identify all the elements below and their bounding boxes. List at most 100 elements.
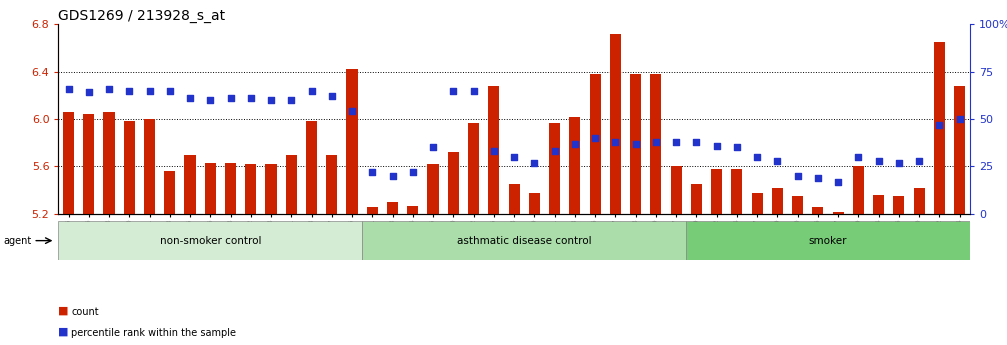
Point bbox=[527, 160, 543, 165]
Bar bbox=[630, 74, 641, 214]
Bar bbox=[691, 184, 702, 214]
Point bbox=[506, 154, 522, 160]
Point bbox=[830, 179, 846, 184]
Point bbox=[385, 173, 401, 179]
Point bbox=[303, 88, 319, 93]
Bar bbox=[671, 167, 682, 214]
Bar bbox=[84, 114, 95, 214]
Bar bbox=[124, 121, 135, 214]
Point bbox=[243, 95, 259, 101]
Bar bbox=[407, 206, 418, 214]
Bar bbox=[893, 196, 904, 214]
Point bbox=[689, 139, 705, 145]
Bar bbox=[144, 119, 155, 214]
Point bbox=[870, 158, 886, 164]
Point bbox=[749, 154, 765, 160]
Text: agent: agent bbox=[3, 236, 31, 246]
Point bbox=[850, 154, 866, 160]
Point bbox=[121, 88, 137, 93]
Point bbox=[587, 135, 603, 141]
Point bbox=[465, 88, 481, 93]
Point bbox=[911, 158, 927, 164]
Bar bbox=[771, 188, 782, 214]
Bar bbox=[468, 122, 479, 214]
Bar bbox=[731, 169, 742, 214]
Bar bbox=[266, 164, 277, 214]
Bar bbox=[184, 155, 195, 214]
Point bbox=[425, 145, 441, 150]
Point bbox=[81, 90, 97, 95]
Point bbox=[810, 175, 826, 181]
Bar bbox=[529, 193, 540, 214]
Bar bbox=[793, 196, 804, 214]
Bar bbox=[651, 74, 662, 214]
Point bbox=[729, 145, 745, 150]
Bar bbox=[346, 69, 357, 214]
Point bbox=[202, 97, 219, 103]
Point bbox=[405, 169, 421, 175]
Bar bbox=[913, 188, 924, 214]
Bar bbox=[204, 163, 215, 214]
Bar bbox=[549, 122, 560, 214]
Point bbox=[323, 93, 339, 99]
Text: ■: ■ bbox=[58, 326, 68, 336]
Bar bbox=[363, 221, 686, 260]
Text: percentile rank within the sample: percentile rank within the sample bbox=[71, 328, 237, 338]
Point bbox=[789, 173, 806, 179]
Text: smoker: smoker bbox=[809, 236, 847, 246]
Point bbox=[769, 158, 785, 164]
Point bbox=[162, 88, 178, 93]
Bar bbox=[933, 42, 945, 214]
Bar bbox=[63, 112, 75, 214]
Bar bbox=[488, 86, 499, 214]
Bar bbox=[326, 155, 337, 214]
Bar bbox=[246, 164, 257, 214]
Bar bbox=[954, 86, 965, 214]
Point bbox=[627, 141, 643, 146]
Text: non-smoker control: non-smoker control bbox=[159, 236, 261, 246]
Point bbox=[547, 148, 563, 154]
Bar bbox=[569, 117, 580, 214]
Text: count: count bbox=[71, 307, 99, 317]
Point bbox=[607, 139, 623, 145]
Point bbox=[709, 143, 725, 148]
Point bbox=[263, 97, 279, 103]
Bar bbox=[225, 163, 236, 214]
Bar bbox=[286, 155, 297, 214]
Point bbox=[101, 86, 117, 91]
Point bbox=[365, 169, 381, 175]
Bar bbox=[813, 207, 824, 214]
Bar bbox=[428, 164, 439, 214]
Point bbox=[485, 148, 501, 154]
Bar bbox=[711, 169, 722, 214]
Point bbox=[952, 116, 968, 122]
Text: ■: ■ bbox=[58, 306, 68, 315]
Point bbox=[668, 139, 684, 145]
Bar bbox=[853, 167, 864, 214]
Bar bbox=[104, 112, 115, 214]
Text: GDS1269 / 213928_s_at: GDS1269 / 213928_s_at bbox=[58, 9, 226, 23]
Bar bbox=[686, 221, 970, 260]
Bar bbox=[833, 211, 844, 214]
Bar bbox=[306, 121, 317, 214]
Point bbox=[60, 86, 77, 91]
Bar bbox=[589, 74, 600, 214]
Point bbox=[182, 95, 198, 101]
Point bbox=[567, 141, 583, 146]
Bar bbox=[448, 152, 459, 214]
Bar bbox=[387, 202, 398, 214]
Point bbox=[891, 160, 907, 165]
Point bbox=[445, 88, 461, 93]
Bar bbox=[873, 195, 884, 214]
Bar bbox=[58, 221, 363, 260]
Point bbox=[648, 139, 664, 145]
Bar bbox=[367, 207, 378, 214]
Bar bbox=[509, 184, 520, 214]
Point bbox=[141, 88, 157, 93]
Point bbox=[931, 122, 948, 127]
Text: asthmatic disease control: asthmatic disease control bbox=[457, 236, 591, 246]
Point bbox=[283, 97, 299, 103]
Point bbox=[223, 95, 239, 101]
Bar bbox=[164, 171, 175, 214]
Bar bbox=[751, 193, 762, 214]
